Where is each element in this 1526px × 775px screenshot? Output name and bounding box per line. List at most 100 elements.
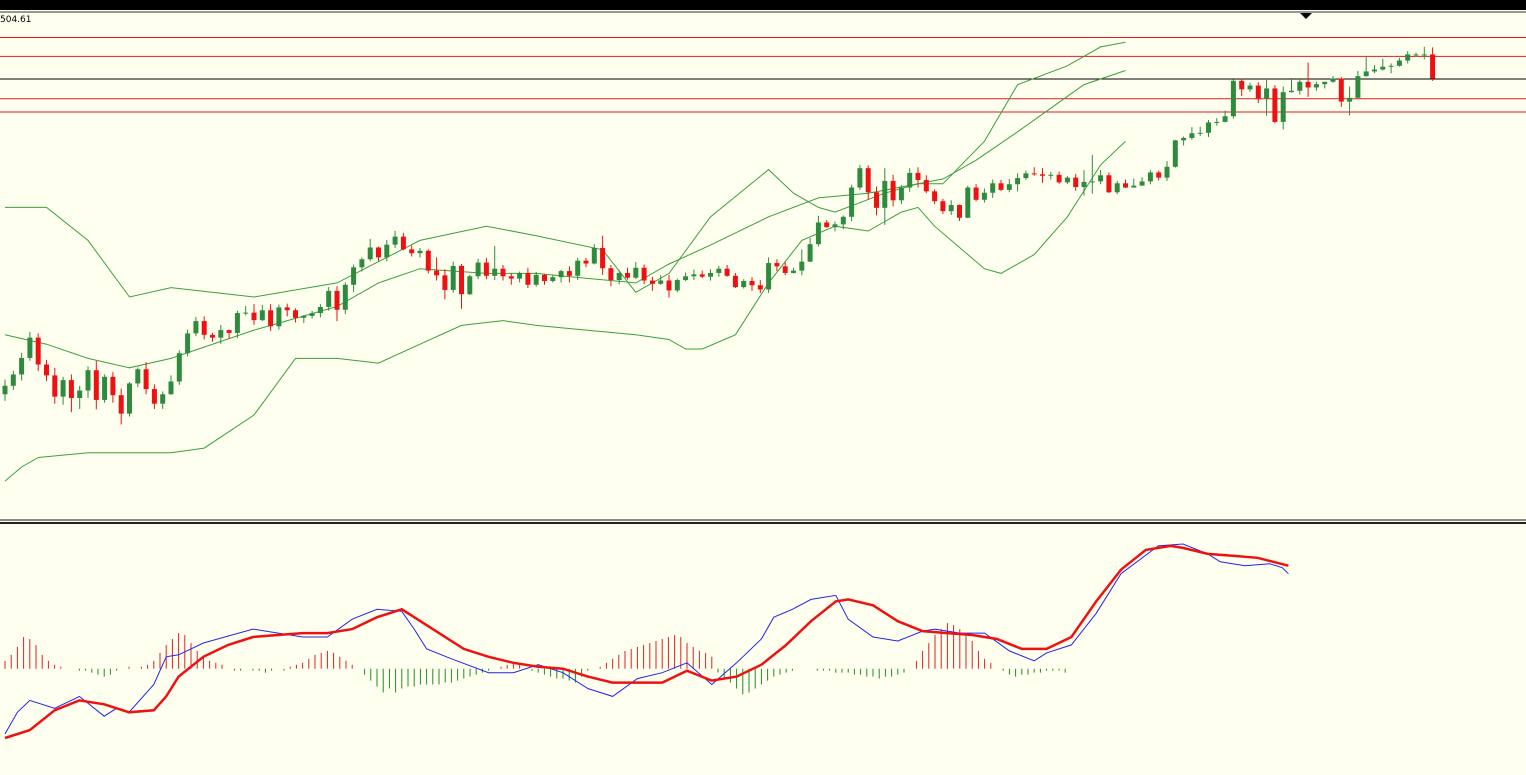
bear-candle[interactable]: [68, 374, 74, 413]
bear-candle[interactable]: [268, 304, 274, 332]
bear-candle[interactable]: [824, 220, 830, 228]
bull-candle[interactable]: [1330, 76, 1336, 83]
bear-candle[interactable]: [293, 308, 298, 323]
bull-candle[interactable]: [533, 272, 539, 287]
bull-candle[interactable]: [674, 278, 680, 293]
bull-candle[interactable]: [1222, 110, 1228, 123]
bull-candle[interactable]: [259, 305, 265, 322]
bull-candle[interactable]: [1297, 78, 1303, 95]
bear-candle[interactable]: [409, 245, 415, 257]
bull-candle[interactable]: [550, 274, 556, 283]
price-panel[interactable]: [0, 36, 1526, 482]
bear-candle[interactable]: [226, 329, 232, 339]
bull-candle[interactable]: [1164, 161, 1170, 181]
bear-candle[interactable]: [1338, 77, 1344, 107]
bear-candle[interactable]: [525, 267, 531, 289]
bull-candle[interactable]: [1280, 86, 1286, 130]
bear-candle[interactable]: [508, 272, 514, 285]
bear-candle[interactable]: [1272, 85, 1278, 124]
bull-candle[interactable]: [326, 287, 332, 311]
bull-candle[interactable]: [1289, 78, 1294, 93]
bull-candle[interactable]: [85, 366, 91, 399]
bull-candle[interactable]: [60, 376, 66, 405]
bull-candle[interactable]: [309, 310, 315, 319]
bull-candle[interactable]: [948, 200, 954, 215]
bull-candle[interactable]: [741, 279, 747, 289]
bear-candle[interactable]: [210, 332, 215, 342]
bear-candle[interactable]: [1123, 179, 1128, 189]
bull-candle[interactable]: [185, 329, 191, 357]
bear-candle[interactable]: [44, 359, 49, 382]
bull-candle[interactable]: [1147, 170, 1153, 185]
bull-candle[interactable]: [1015, 173, 1021, 192]
bull-candle[interactable]: [1413, 52, 1419, 57]
bear-candle[interactable]: [973, 184, 979, 202]
bull-candle[interactable]: [351, 264, 357, 292]
bull-candle[interactable]: [708, 269, 713, 281]
macd-panel[interactable]: [4, 543, 1289, 740]
shift-arrow-icon[interactable]: [1300, 13, 1312, 19]
bear-candle[interactable]: [915, 167, 921, 188]
bull-candle[interactable]: [2, 379, 8, 401]
bear-candle[interactable]: [874, 186, 879, 216]
bear-candle[interactable]: [600, 235, 606, 275]
bull-candle[interactable]: [19, 352, 25, 381]
bull-candle[interactable]: [1230, 79, 1236, 119]
bull-candle[interactable]: [243, 306, 249, 316]
bull-candle[interactable]: [1421, 46, 1427, 60]
bull-candle[interactable]: [683, 272, 689, 281]
bull-candle[interactable]: [450, 261, 456, 293]
bear-candle[interactable]: [251, 304, 257, 325]
bull-candle[interactable]: [135, 367, 141, 388]
bull-candle[interactable]: [1388, 63, 1394, 74]
bear-candle[interactable]: [500, 264, 506, 281]
bear-candle[interactable]: [782, 262, 788, 276]
bear-candle[interactable]: [890, 174, 896, 207]
bull-candle[interactable]: [475, 258, 481, 280]
bull-candle[interactable]: [907, 168, 913, 192]
bear-candle[interactable]: [118, 388, 124, 425]
bear-candle[interactable]: [732, 272, 738, 289]
bear-candle[interactable]: [442, 269, 448, 300]
bear-candle[interactable]: [940, 198, 946, 214]
bull-candle[interactable]: [1172, 139, 1178, 168]
bull-candle[interactable]: [1189, 127, 1195, 140]
bear-candle[interactable]: [1239, 78, 1245, 96]
bull-candle[interactable]: [10, 370, 16, 391]
bull-candle[interactable]: [317, 304, 323, 318]
bear-candle[interactable]: [1031, 167, 1037, 176]
bear-candle[interactable]: [608, 264, 614, 287]
bull-candle[interactable]: [127, 382, 132, 417]
bull-candle[interactable]: [102, 374, 108, 403]
bull-candle[interactable]: [691, 269, 697, 281]
bull-candle[interactable]: [77, 385, 83, 409]
bull-candle[interactable]: [218, 324, 224, 344]
bull-candle[interactable]: [1363, 56, 1369, 77]
bull-candle[interactable]: [981, 188, 987, 203]
bear-candle[interactable]: [699, 270, 705, 279]
bull-candle[interactable]: [591, 244, 597, 265]
bull-candle[interactable]: [1214, 118, 1220, 126]
bull-candle[interactable]: [1139, 177, 1145, 186]
bear-candle[interactable]: [923, 175, 929, 194]
bear-candle[interactable]: [434, 257, 440, 281]
bear-candle[interactable]: [865, 165, 871, 200]
bull-candle[interactable]: [1313, 81, 1319, 91]
bear-candle[interactable]: [625, 267, 630, 280]
bear-candle[interactable]: [425, 249, 431, 274]
bear-candle[interactable]: [724, 264, 730, 277]
bull-candle[interactable]: [1355, 70, 1361, 98]
bull-candle[interactable]: [492, 246, 498, 281]
panel-separator-top[interactable]: [0, 519, 1526, 521]
bull-candle[interactable]: [301, 314, 307, 323]
bull-candle[interactable]: [176, 350, 182, 385]
bull-candle[interactable]: [807, 238, 813, 263]
bear-candle[interactable]: [932, 189, 938, 205]
bear-candle[interactable]: [1073, 173, 1079, 191]
bear-candle[interactable]: [376, 246, 381, 262]
bear-candle[interactable]: [143, 362, 149, 395]
bear-candle[interactable]: [666, 274, 672, 298]
bear-candle[interactable]: [93, 360, 99, 410]
